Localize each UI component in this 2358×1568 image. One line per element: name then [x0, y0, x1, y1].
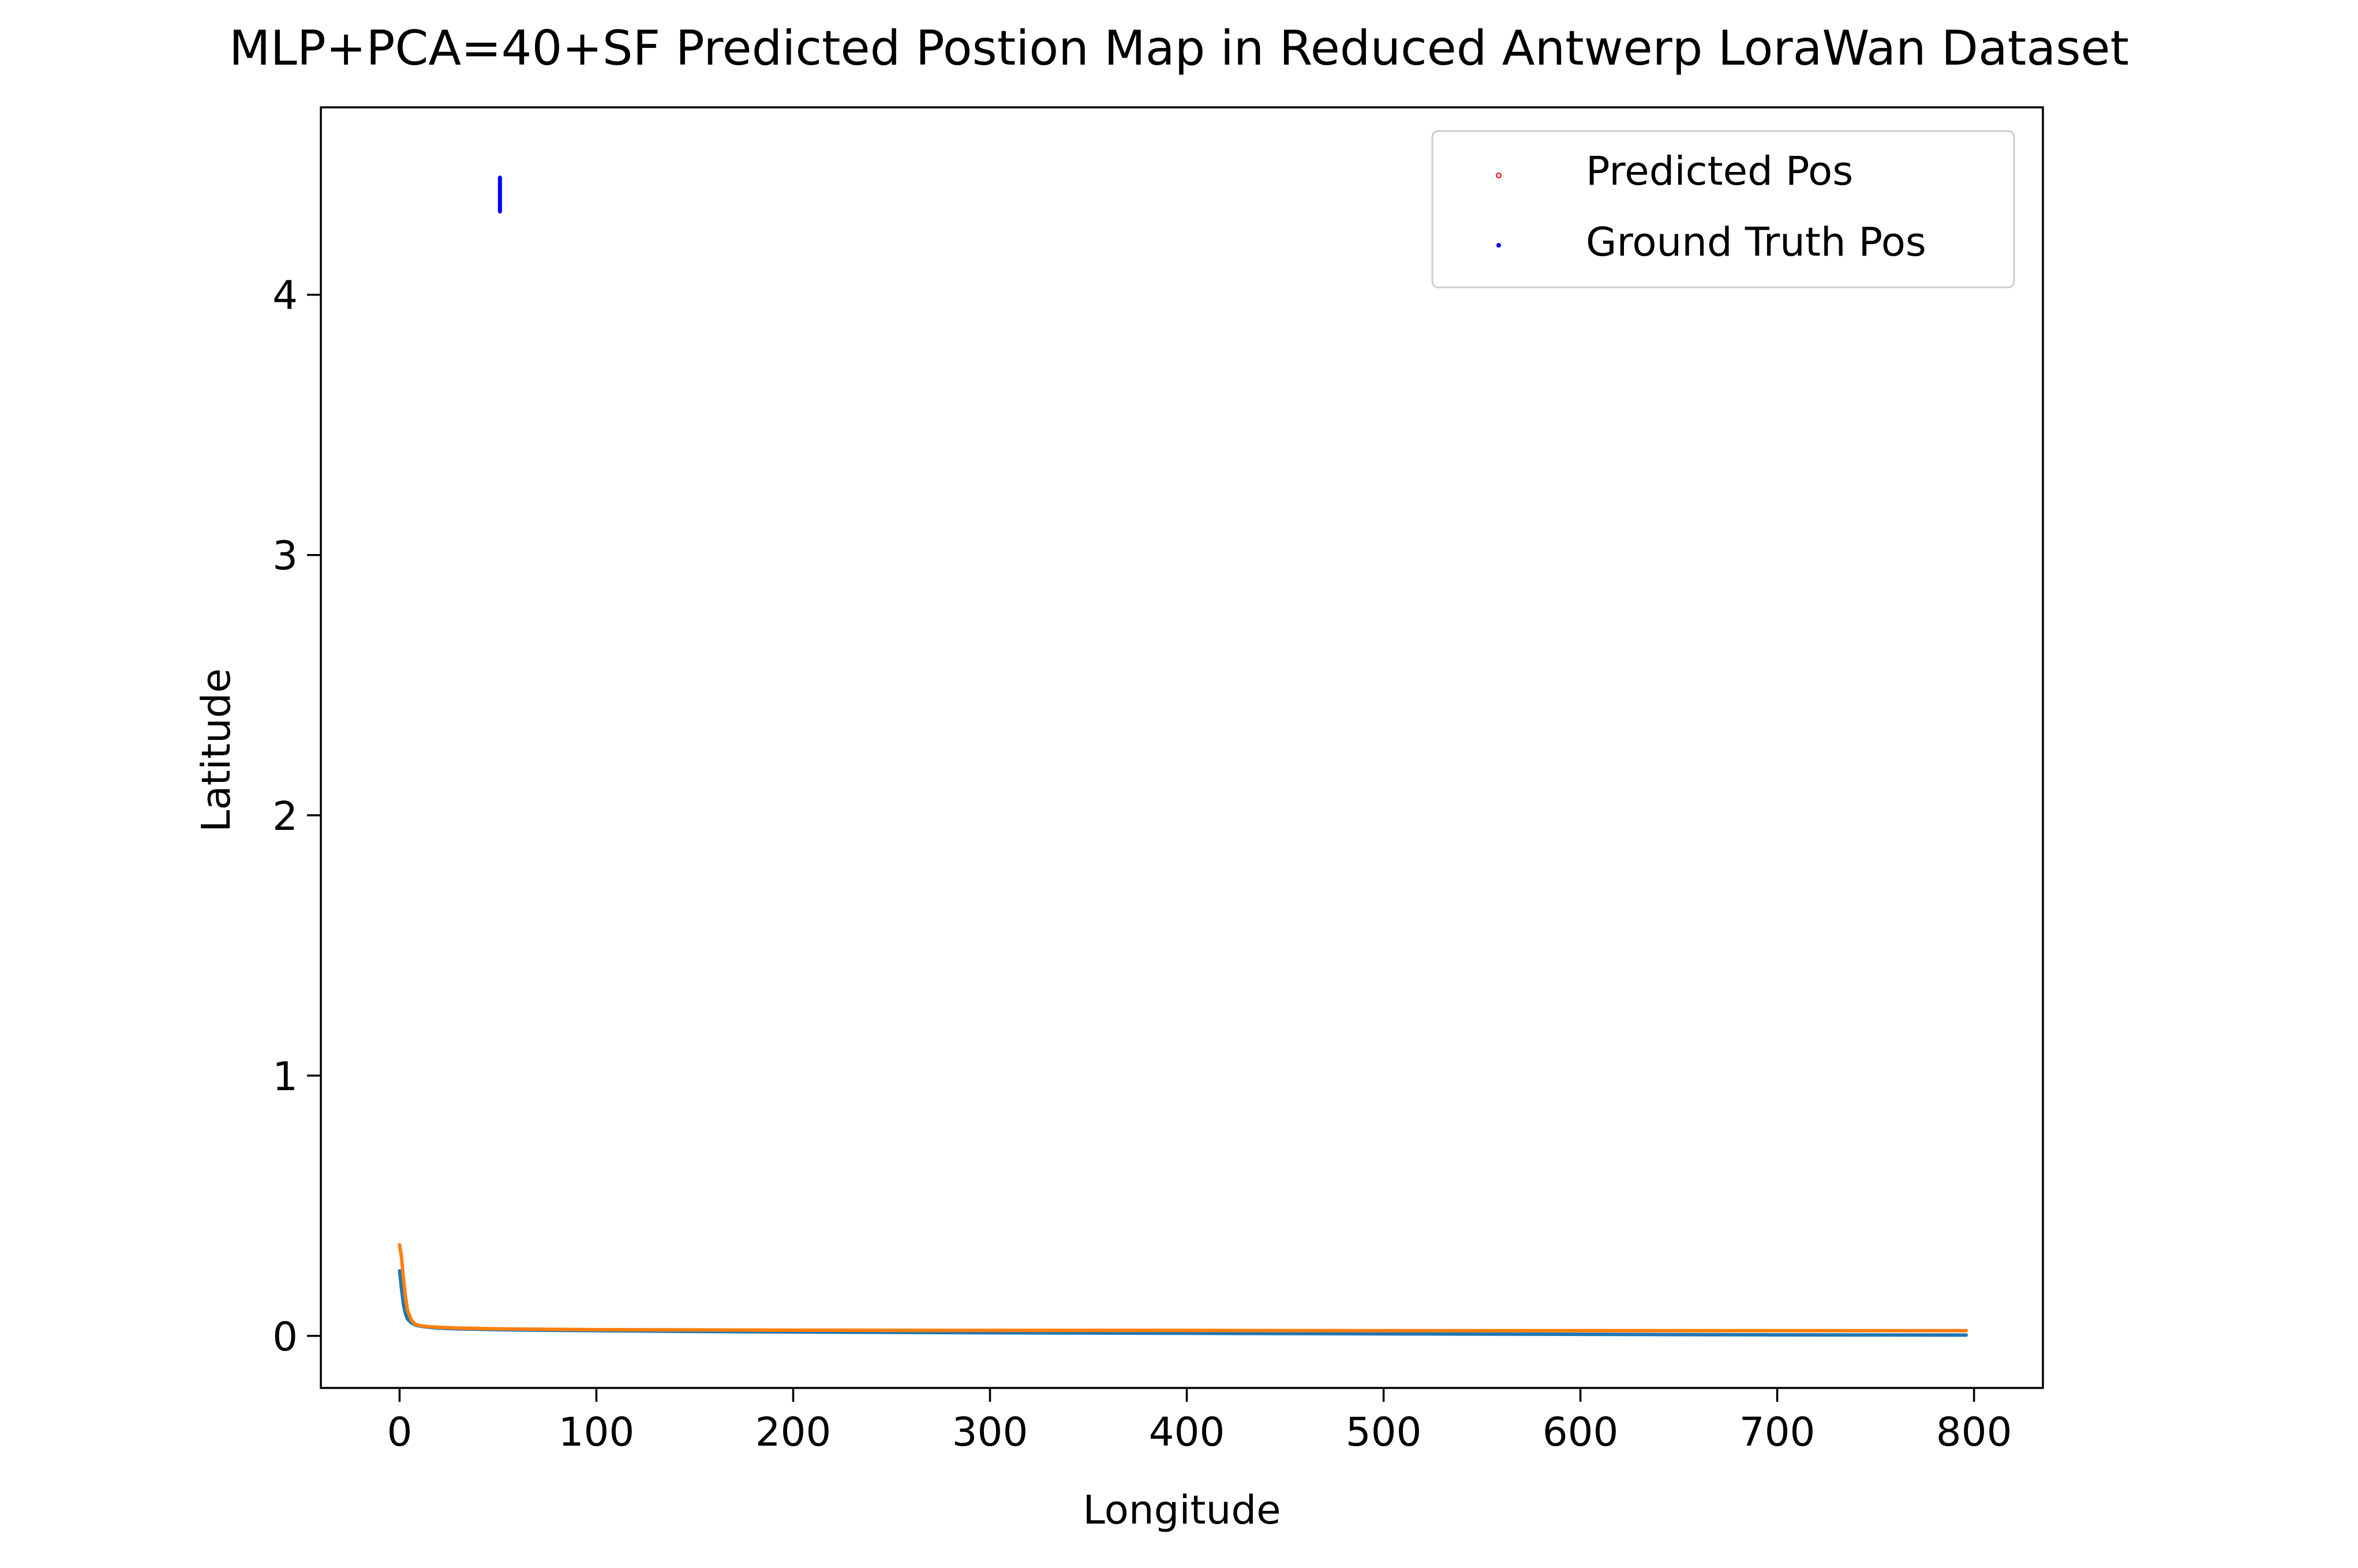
legend-box: [1431, 130, 2015, 289]
x-tick-label: 500: [1346, 1409, 1422, 1455]
x-tick-label: 600: [1543, 1409, 1619, 1455]
series-line-0: [398, 1269, 1968, 1337]
y-axis-label: Latitude: [193, 668, 239, 832]
y-axis-ticks: 0 1 2 3 4: [272, 273, 321, 1360]
y-tick-label: 3: [272, 533, 298, 579]
x-tick-label: 700: [1739, 1409, 1816, 1455]
series-line-1: [398, 1243, 1968, 1333]
x-tick-label: 800: [1936, 1409, 2012, 1455]
legend-label-ground-truth: Ground Truth Pos: [1586, 219, 1926, 265]
legend-label-predicted: Predicted Pos: [1586, 148, 1853, 194]
legend-marker-ground-truth: [1496, 243, 1501, 248]
legend: Predicted Pos Ground Truth Pos: [1431, 130, 2015, 289]
x-tick-label: 100: [559, 1409, 635, 1455]
y-tick-label: 0: [272, 1314, 298, 1360]
x-tick-label: 200: [755, 1409, 832, 1455]
y-tick-label: 4: [272, 273, 298, 319]
legend-marker-predicted: [1496, 173, 1502, 178]
x-tick-label: 0: [387, 1409, 412, 1455]
y-tick-label: 1: [272, 1054, 298, 1100]
chart-title: MLP+PCA=40+SF Predicted Postion Map in R…: [229, 20, 2129, 76]
series-layer: [398, 175, 1968, 1337]
x-axis-ticks: 0 100 200 300 400 500 600 700 800: [387, 1388, 2012, 1455]
y-tick-label: 2: [272, 794, 298, 840]
x-tick-label: 300: [952, 1409, 1028, 1455]
x-tick-label: 400: [1149, 1409, 1225, 1455]
plot-frame: [320, 106, 2044, 1389]
x-axis-label: Longitude: [1083, 1487, 1281, 1533]
